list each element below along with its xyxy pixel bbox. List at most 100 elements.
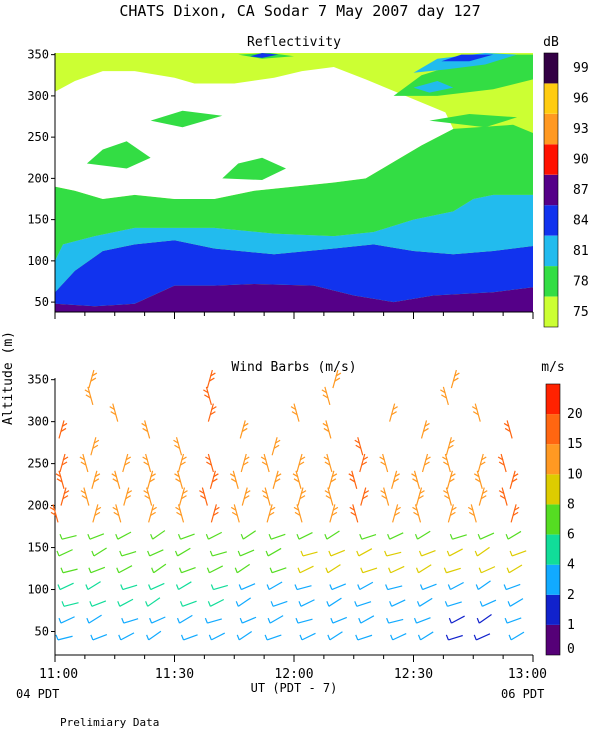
wind-barb-flag (326, 601, 330, 607)
wind-barb-flag (331, 473, 338, 478)
wind-barb-flag (290, 406, 297, 411)
wind-colorbar-label: 15 (567, 437, 583, 452)
wind-barb-flag (210, 584, 214, 590)
wind-barb-flag (512, 473, 519, 478)
wind-barb (467, 504, 477, 523)
wind-barb-flag (448, 444, 454, 449)
wind-barb (509, 470, 519, 489)
wind-barb-shaft (151, 616, 166, 624)
wind-barb (387, 532, 404, 540)
wind-barb-flag (181, 456, 187, 461)
wind-barb-flag (332, 506, 339, 511)
wind-barb (298, 599, 315, 607)
wind-barb-shaft (62, 568, 78, 574)
refl-colorbar-label: 99 (573, 61, 589, 76)
wind-barb-shaft (295, 470, 302, 489)
wind-barb-shaft (415, 487, 423, 506)
wind-barb-flag (88, 567, 92, 573)
wind-barb (178, 567, 196, 574)
wind-barb-shaft (451, 615, 465, 624)
wind-barb (58, 420, 68, 439)
wind-barb-flag (471, 406, 478, 411)
wind-barb-shaft (360, 487, 367, 506)
wind-barb (59, 453, 69, 473)
wind-barb-flag (150, 473, 156, 478)
wind-barb-shaft (92, 633, 108, 641)
wind-barb-flag (498, 461, 505, 466)
wind-barb (323, 453, 333, 473)
wind-barb (266, 581, 283, 591)
refl-colorbar-swatch (544, 144, 558, 175)
wind-barb (147, 549, 164, 557)
wind-barb (379, 453, 389, 473)
wind-barb-shaft (207, 403, 214, 422)
wind-barb-flag (354, 439, 361, 444)
wind-barb-flag (412, 478, 418, 483)
wind-barb-flag (181, 495, 187, 500)
wind-barb-flag (265, 550, 269, 557)
wind-barb-flag (419, 490, 425, 495)
refl-colorbar-swatch (544, 174, 558, 206)
wind-barb-flag (472, 411, 479, 416)
wind-barb (58, 616, 75, 624)
wind-barb-flag (392, 406, 398, 411)
wind-barb-shaft (327, 487, 334, 506)
wind-barb-shaft (207, 453, 214, 473)
wind-barb-flag (300, 490, 307, 495)
wind-barb-flag (349, 506, 356, 511)
wind-barb (115, 531, 132, 540)
wind-barb-flag (325, 495, 332, 500)
wind-barb (447, 581, 464, 591)
wind-barb-shaft (300, 599, 315, 607)
wind-barb-shaft (148, 504, 155, 523)
wind-barb (471, 403, 481, 422)
wind-barb-flag (120, 584, 124, 590)
wind-barb-shaft (91, 470, 98, 489)
wind-barb-shaft (414, 504, 422, 523)
wind-barb-flag (86, 617, 90, 624)
wind-barb-shaft (58, 470, 65, 489)
wind-barb (176, 614, 193, 624)
wind-barb-flag (206, 461, 212, 466)
wind-barb-shaft (296, 504, 303, 523)
wind-barb-shaft (413, 470, 421, 489)
wind-barb-flag (362, 456, 369, 461)
wind-barb-shaft (476, 633, 491, 641)
wind-barb-shaft (506, 420, 513, 439)
wind-barb-shaft (474, 403, 481, 422)
wind-barb (325, 564, 341, 574)
wind-barb-flag (90, 377, 97, 382)
wind-barb (199, 487, 208, 506)
wind-barb (294, 584, 312, 591)
wind-barb (355, 634, 373, 641)
wind-barb-flag (296, 533, 300, 540)
wind-barb-shaft (392, 633, 407, 641)
wind-ytick-label: 350 (27, 373, 49, 387)
wind-barb-shaft (266, 504, 273, 523)
wind-barb-shaft (297, 618, 313, 624)
wind-barb-shaft (241, 487, 248, 506)
wind-barb-flag (177, 533, 182, 540)
wind-barb-flag (379, 456, 385, 461)
wind-barb-shaft (205, 386, 212, 406)
wind-barb-flag (261, 490, 268, 495)
wind-barb (90, 633, 108, 641)
wind-barb (206, 369, 216, 389)
wind-ytick-label: 100 (27, 583, 49, 597)
wind-barb-flag (95, 506, 102, 511)
wind-barb (419, 583, 437, 591)
wind-barb-flag (425, 456, 431, 461)
wind-barb-flag (348, 473, 355, 478)
wind-barb-flag (298, 601, 302, 607)
wind-barb-flag (112, 506, 119, 511)
wind-barb-shaft (177, 547, 191, 557)
wind-barb-flag (55, 473, 62, 478)
wind-barb-flag (176, 511, 182, 516)
wind-barb-flag (87, 533, 91, 540)
wind-barb (389, 403, 398, 422)
wind-barb (207, 403, 217, 422)
wind-barb-flag (143, 461, 149, 466)
wind-barb-shaft (60, 487, 67, 506)
wind-colorbar-frame (545, 383, 561, 656)
wind-barb-shaft (266, 634, 282, 641)
